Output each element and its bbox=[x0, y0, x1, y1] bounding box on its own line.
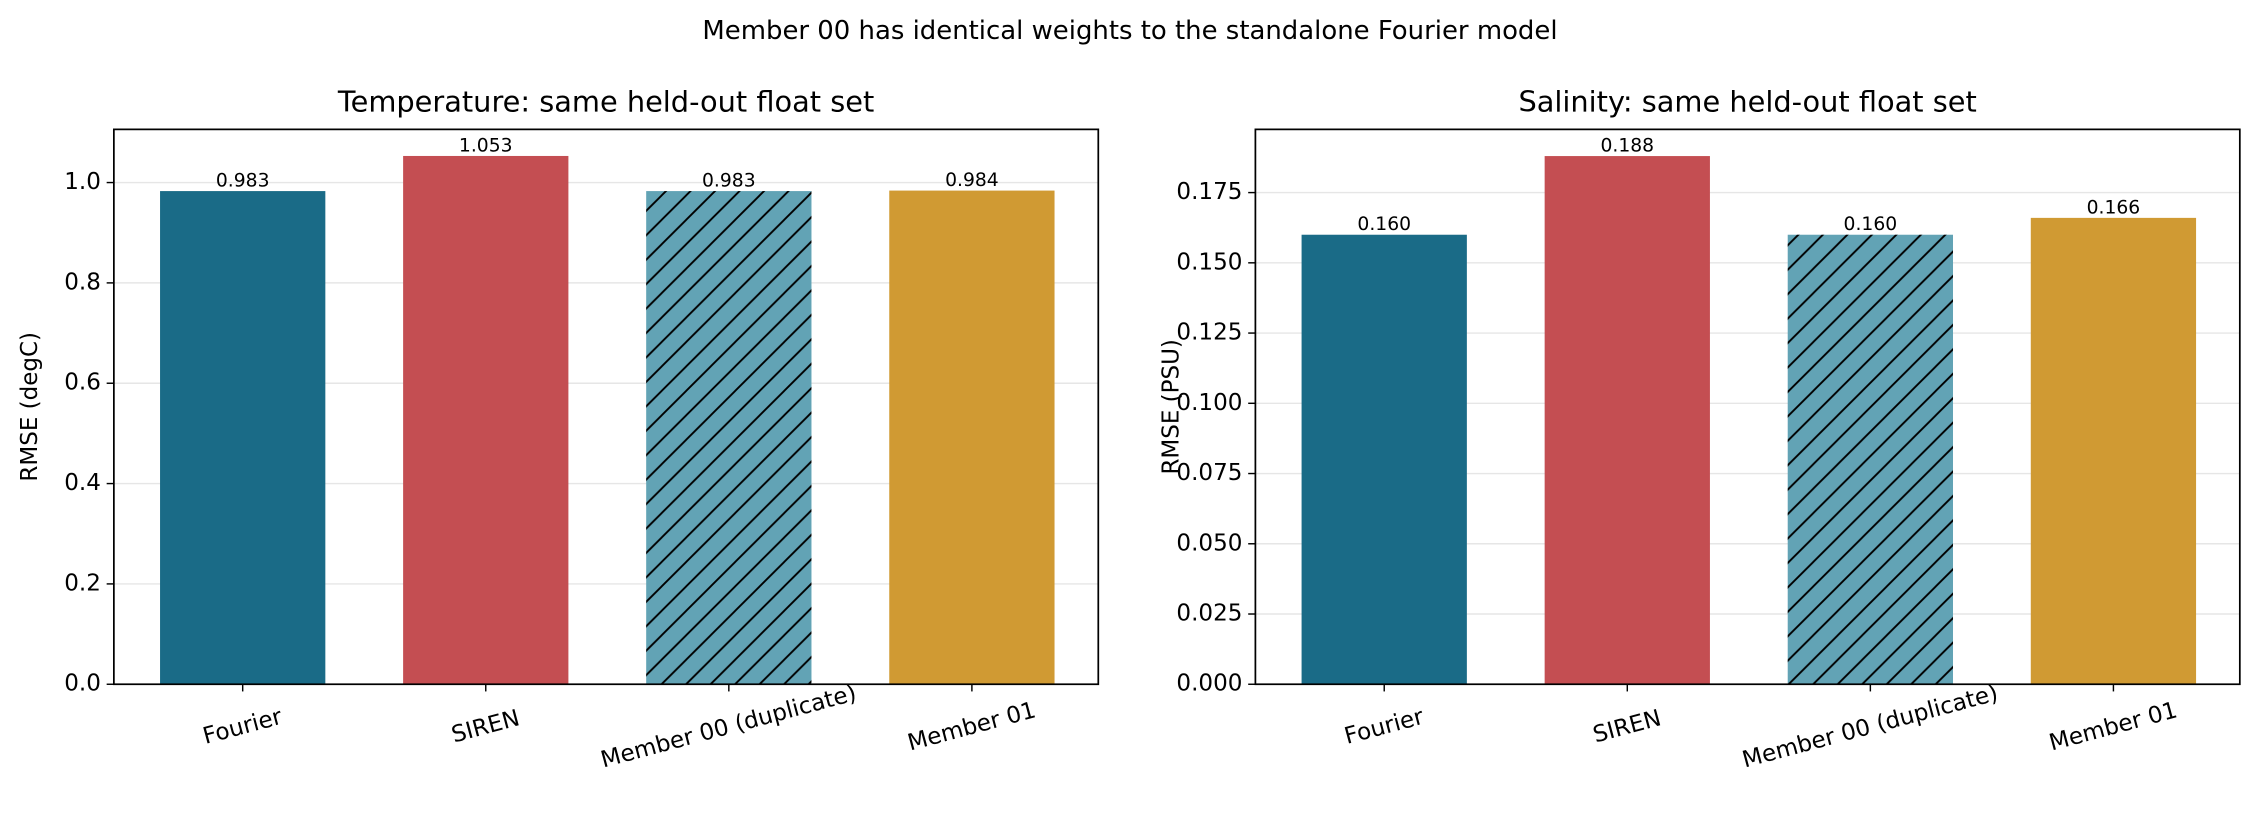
y-tick-label: 0.125 bbox=[1176, 320, 1242, 346]
y-tick-label: 0.4 bbox=[64, 470, 101, 496]
y-tick-label: 0.6 bbox=[64, 370, 101, 396]
chart-title: Temperature: same held-out float set bbox=[337, 85, 874, 119]
y-tick-label: 0.2 bbox=[64, 570, 101, 596]
y-tick-label: 0.150 bbox=[1176, 249, 1242, 275]
value-label: 0.983 bbox=[702, 171, 756, 192]
bar-hatch bbox=[646, 191, 812, 685]
y-tick-label: 0.0 bbox=[64, 671, 101, 697]
value-label: 1.053 bbox=[459, 135, 513, 156]
y-tick-label: 0.025 bbox=[1176, 601, 1242, 627]
y-tick-label: 0.100 bbox=[1176, 390, 1242, 416]
y-tick-label: 0.175 bbox=[1176, 179, 1242, 205]
bar bbox=[1301, 234, 1467, 685]
figure-title: Member 00 has identical weights to the s… bbox=[702, 16, 1557, 46]
bar bbox=[1544, 156, 1710, 685]
value-label: 0.188 bbox=[1600, 136, 1654, 157]
bar-hatch bbox=[1787, 234, 1954, 685]
y-tick-label: 0.000 bbox=[1176, 671, 1242, 697]
value-label: 0.984 bbox=[945, 170, 999, 191]
y-tick-label: 0.050 bbox=[1176, 530, 1242, 556]
value-label: 0.160 bbox=[1357, 214, 1411, 235]
bar bbox=[889, 190, 1055, 685]
bar bbox=[160, 191, 326, 685]
y-axis-label: RMSE (degC) bbox=[17, 332, 43, 482]
chart-title: Salinity: same held-out float set bbox=[1518, 85, 1976, 119]
axes-frame bbox=[113, 128, 1100, 686]
y-tick-label: 0.075 bbox=[1176, 460, 1242, 486]
value-label: 0.160 bbox=[1844, 214, 1898, 235]
value-label: 0.166 bbox=[2087, 197, 2141, 218]
y-axis-label: RMSE (PSU) bbox=[1158, 339, 1184, 474]
bar bbox=[403, 155, 569, 685]
y-tick-label: 1.0 bbox=[64, 169, 101, 195]
bar bbox=[2030, 217, 2197, 685]
value-label: 0.983 bbox=[216, 171, 270, 192]
y-tick-label: 0.8 bbox=[64, 269, 101, 295]
axes-frame bbox=[1254, 128, 2241, 686]
